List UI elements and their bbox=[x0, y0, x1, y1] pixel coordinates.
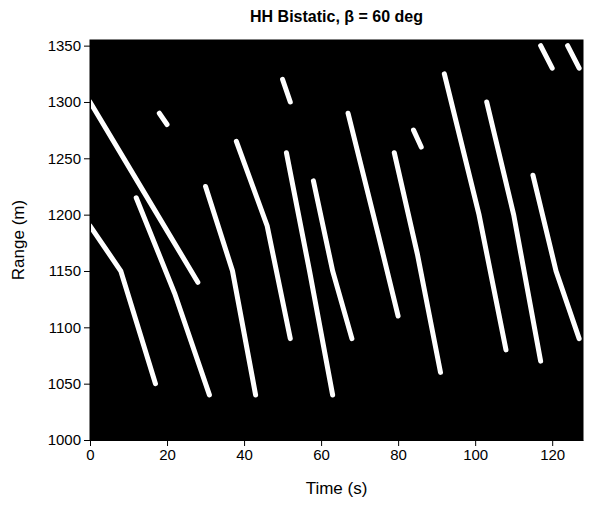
tick: 1350 bbox=[48, 37, 90, 54]
tick-label: 60 bbox=[313, 446, 330, 463]
tick-label: 100 bbox=[463, 446, 488, 463]
streak bbox=[487, 102, 541, 361]
streak bbox=[236, 141, 290, 338]
streak bbox=[206, 186, 256, 394]
tick-label: 1150 bbox=[49, 262, 81, 279]
tick-label: 20 bbox=[159, 446, 176, 463]
streak bbox=[568, 46, 580, 69]
plot: 0204060801001201000105011001150120012501… bbox=[48, 37, 584, 463]
streak bbox=[313, 181, 352, 339]
tick: 1200 bbox=[48, 206, 90, 223]
tick-mark bbox=[84, 271, 90, 272]
tick: 120 bbox=[540, 440, 565, 463]
tick: 20 bbox=[159, 440, 176, 463]
chart: 0204060801001201000105011001150120012501… bbox=[0, 0, 597, 506]
tick: 1150 bbox=[49, 262, 90, 279]
streak bbox=[394, 153, 440, 373]
streak bbox=[90, 102, 198, 282]
tick-label: 1050 bbox=[48, 375, 81, 392]
streak bbox=[90, 226, 155, 384]
tick-mark bbox=[84, 215, 90, 216]
tick-label: 1350 bbox=[48, 37, 81, 54]
tick: 1300 bbox=[48, 93, 90, 110]
tick-label: 1200 bbox=[48, 206, 81, 223]
tick-label: 1000 bbox=[48, 431, 81, 448]
x-axis: 0 20 40 60 80 100 120 bbox=[86, 440, 583, 463]
streak bbox=[533, 175, 579, 338]
y-axis: 1000 1050 1100 1150 1200 1250 1300 1350 bbox=[48, 37, 91, 448]
tick: 1050 bbox=[48, 375, 90, 392]
tick: 80 bbox=[390, 440, 407, 463]
streaks bbox=[90, 46, 579, 395]
tick: 1100 bbox=[49, 319, 90, 336]
plot-background bbox=[90, 40, 583, 440]
y-axis-title: Range (m) bbox=[9, 200, 28, 280]
streak bbox=[136, 198, 209, 395]
streak bbox=[283, 79, 291, 102]
streak bbox=[159, 113, 167, 124]
tick: 100 bbox=[463, 440, 488, 463]
tick-label: 1250 bbox=[48, 150, 81, 167]
tick: 1000 bbox=[48, 431, 90, 448]
tick: 0 bbox=[86, 440, 94, 463]
streak bbox=[541, 46, 553, 69]
tick: 60 bbox=[313, 440, 330, 463]
tick-label: 120 bbox=[540, 446, 565, 463]
title: HH Bistatic, β = 60 deg bbox=[250, 8, 423, 25]
streak bbox=[348, 113, 398, 316]
tick: 1250 bbox=[48, 150, 90, 167]
tick-mark bbox=[84, 46, 90, 47]
x-axis-title: Time (s) bbox=[306, 479, 368, 498]
axis-line bbox=[90, 41, 91, 441]
streak bbox=[286, 153, 332, 395]
tick-label: 0 bbox=[86, 446, 94, 463]
tick: 40 bbox=[236, 440, 253, 463]
tick-label: 40 bbox=[236, 446, 253, 463]
streak bbox=[444, 74, 506, 350]
tick-label: 1300 bbox=[48, 93, 81, 110]
tick-mark bbox=[84, 327, 90, 328]
streak bbox=[414, 130, 422, 147]
tick-label: 80 bbox=[390, 446, 407, 463]
tick-mark bbox=[84, 158, 90, 159]
tick-mark bbox=[84, 440, 90, 441]
tick-mark bbox=[84, 384, 90, 385]
axis-line bbox=[91, 440, 584, 441]
tick-label: 1100 bbox=[49, 319, 81, 336]
tick-mark bbox=[84, 102, 90, 103]
